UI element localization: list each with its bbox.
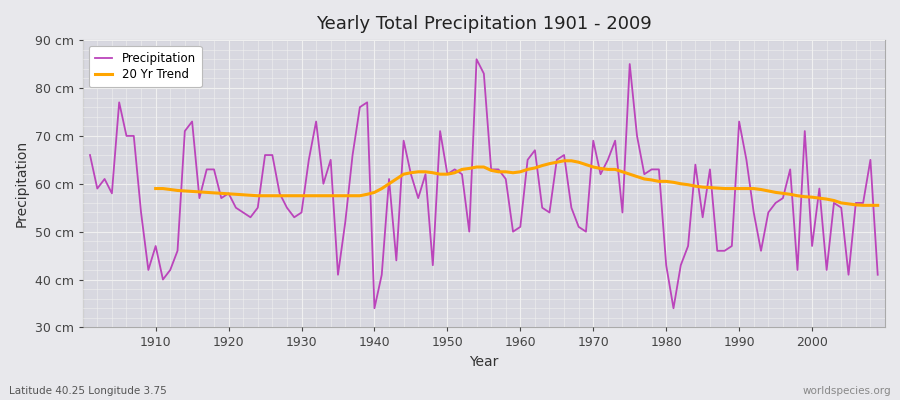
20 Yr Trend	[872, 203, 883, 208]
Line: 20 Yr Trend: 20 Yr Trend	[156, 161, 878, 205]
Precipitation	[143, 268, 154, 272]
Precipitation	[369, 306, 380, 311]
20 Yr Trend	[559, 158, 570, 163]
X-axis label: Year: Year	[469, 355, 499, 369]
Text: Latitude 40.25 Longitude 3.75: Latitude 40.25 Longitude 3.75	[9, 386, 166, 396]
Text: worldspecies.org: worldspecies.org	[803, 386, 891, 396]
20 Yr Trend	[522, 167, 533, 172]
Y-axis label: Precipitation: Precipitation	[15, 140, 29, 227]
Precipitation	[529, 148, 540, 153]
Precipitation	[617, 210, 628, 215]
Precipitation	[347, 153, 358, 158]
Legend: Precipitation, 20 Yr Trend: Precipitation, 20 Yr Trend	[88, 46, 202, 87]
Line: Precipitation: Precipitation	[90, 59, 878, 308]
20 Yr Trend	[822, 197, 832, 202]
Precipitation	[85, 153, 95, 158]
20 Yr Trend	[150, 186, 161, 191]
20 Yr Trend	[588, 165, 598, 170]
Title: Yearly Total Precipitation 1901 - 2009: Yearly Total Precipitation 1901 - 2009	[316, 15, 652, 33]
20 Yr Trend	[289, 193, 300, 198]
20 Yr Trend	[858, 203, 868, 208]
20 Yr Trend	[318, 193, 328, 198]
Precipitation	[472, 57, 482, 62]
20 Yr Trend	[843, 202, 854, 206]
Precipitation	[303, 158, 314, 162]
Precipitation	[522, 158, 533, 162]
Precipitation	[872, 272, 883, 277]
